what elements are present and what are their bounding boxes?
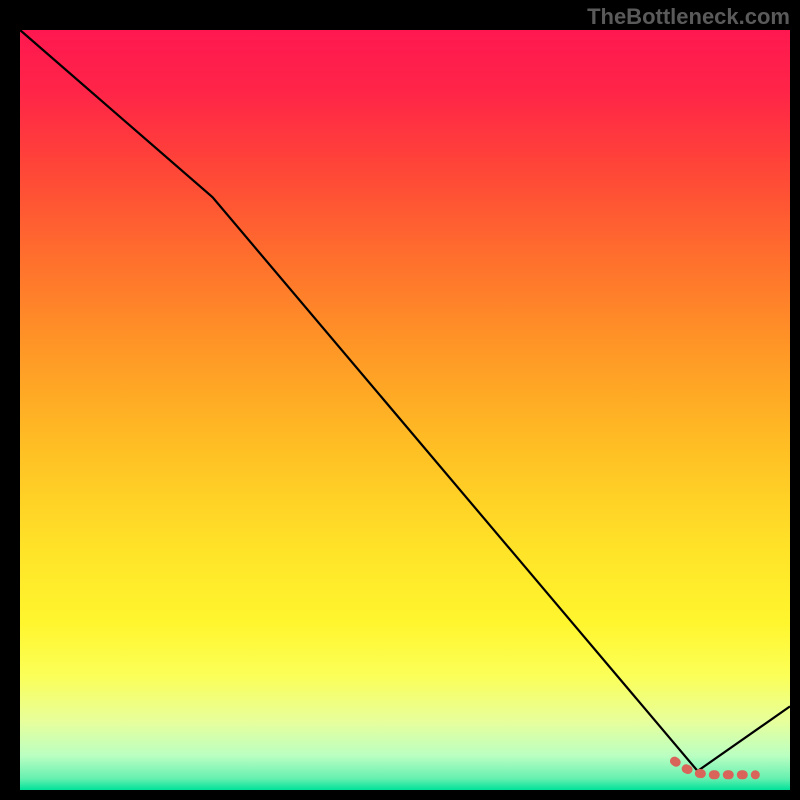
plot-area xyxy=(20,30,790,790)
watermark-text: TheBottleneck.com xyxy=(587,4,790,30)
main-line xyxy=(20,30,790,771)
highlight-segment xyxy=(675,761,756,775)
line-layer xyxy=(20,30,790,790)
chart-container: TheBottleneck.com xyxy=(0,0,800,800)
